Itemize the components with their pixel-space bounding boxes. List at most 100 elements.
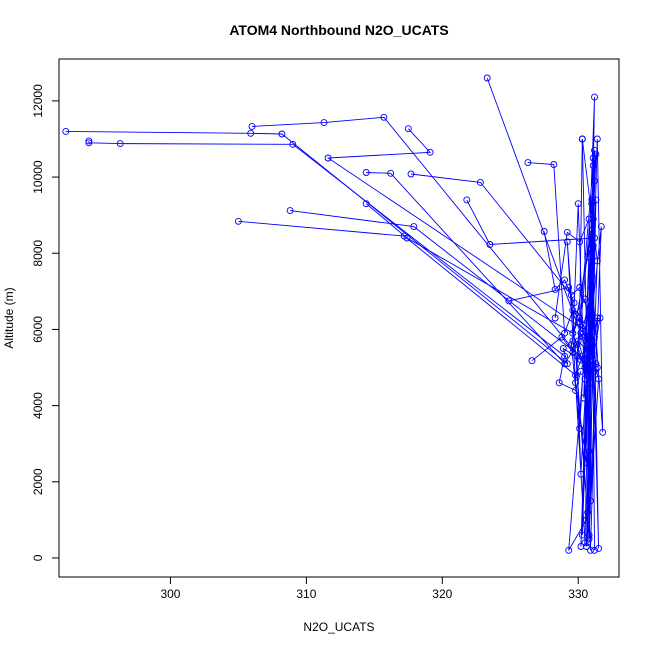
series-line (579, 138, 601, 376)
data-point (572, 379, 579, 387)
x-tick-label: 330 (568, 587, 588, 601)
x-axis-label: N2O_UCATS (303, 620, 374, 634)
data-point (585, 531, 593, 539)
data-point (578, 531, 586, 539)
data-point (578, 352, 586, 360)
data-point (585, 215, 593, 223)
chart-title: ATOM4 Northbound N2O_UCATS (229, 22, 448, 38)
data-point (410, 223, 418, 231)
series-line (531, 333, 582, 362)
data-point (589, 215, 597, 223)
series-2 (62, 127, 596, 371)
data-point (576, 238, 584, 246)
data-point (563, 238, 571, 246)
series-line (238, 220, 590, 376)
data-point (591, 93, 598, 101)
data-point (591, 546, 598, 554)
data-point (463, 196, 471, 204)
data-point (588, 200, 596, 208)
y-tick-label: 8000 (31, 240, 45, 267)
series-line (554, 218, 590, 319)
data-point (289, 140, 297, 148)
data-point (587, 337, 594, 345)
data-point (572, 371, 579, 379)
data-point (599, 428, 607, 436)
series-layer (62, 74, 607, 554)
series-18 (576, 135, 604, 379)
data-point (551, 285, 559, 293)
data-point (576, 284, 584, 291)
data-point (407, 170, 415, 178)
data-point (585, 367, 593, 375)
data-point (380, 113, 388, 121)
x-axis: 300 310 320 330 (160, 576, 589, 601)
data-point (580, 394, 588, 402)
data-point (585, 535, 593, 543)
x-tick-label: 320 (432, 587, 452, 601)
data-point (476, 178, 484, 186)
series-12 (483, 74, 601, 375)
data-point (584, 539, 592, 547)
data-point (404, 125, 412, 133)
x-tick-label: 310 (296, 587, 316, 601)
data-point (591, 333, 598, 341)
series-line (65, 130, 593, 369)
data-point (578, 135, 586, 143)
data-point (587, 546, 594, 554)
data-point (248, 122, 256, 130)
data-point (591, 177, 598, 185)
data-point (569, 348, 577, 356)
data-point (592, 360, 600, 368)
y-tick-label: 10000 (31, 160, 45, 194)
data-point (584, 253, 592, 261)
data-point (286, 207, 294, 215)
data-point (588, 196, 596, 204)
data-point (576, 425, 584, 432)
series-4 (248, 113, 596, 368)
data-point (591, 234, 598, 242)
data-point (581, 539, 589, 547)
series-line (88, 140, 582, 392)
series-13 (524, 159, 588, 337)
data-point (324, 154, 332, 162)
data-point (577, 329, 585, 337)
series-line (527, 162, 585, 334)
series-line (326, 128, 595, 383)
data-point (596, 314, 604, 322)
data-point (524, 159, 532, 167)
data-point (483, 74, 491, 82)
series-line (566, 97, 604, 551)
data-point (584, 508, 592, 516)
data-point (85, 139, 93, 147)
data-point (574, 337, 582, 345)
series-line (290, 210, 597, 364)
data-point (320, 119, 328, 127)
data-point (585, 310, 593, 318)
data-point (582, 345, 590, 352)
data-point (540, 228, 548, 235)
data-point (565, 546, 573, 554)
data-point (570, 299, 578, 307)
data-point (592, 150, 600, 158)
data-point (569, 329, 577, 337)
data-point (592, 196, 600, 204)
data-point (563, 228, 571, 236)
data-point (581, 364, 589, 371)
data-point (597, 223, 605, 231)
data-point (588, 284, 596, 291)
data-point (550, 161, 558, 168)
y-axis: 0 2000 4000 6000 8000 10000 12000 (31, 84, 60, 561)
data-point (247, 129, 255, 137)
data-point (576, 318, 584, 326)
series-line (366, 172, 586, 368)
x-tick-label: 300 (160, 587, 180, 601)
data-point (587, 379, 594, 387)
data-point (486, 241, 494, 248)
series-line (251, 116, 593, 364)
data-point (572, 386, 579, 394)
data-point (505, 297, 513, 305)
y-tick-label: 6000 (31, 316, 45, 343)
data-point (595, 375, 603, 383)
data-point (561, 276, 569, 284)
data-point (593, 135, 601, 143)
